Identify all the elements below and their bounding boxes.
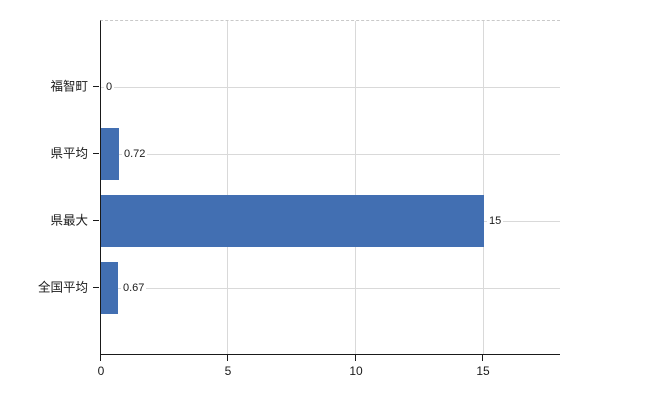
x-tick-label: 5 [224,364,232,378]
y-axis-tick [93,287,99,288]
bar-全国平均 [101,262,118,314]
x-tick-label: 15 [476,364,490,378]
y-axis-tick [93,153,99,154]
plot-area: 0 0.72 15 0.67 [100,20,560,355]
x-axis-tick [100,355,101,361]
vertical-gridline [355,21,357,354]
y-axis-tick [93,86,99,87]
x-axis-tick [482,355,483,361]
x-tick-label: 0 [97,364,105,378]
vertical-gridline [227,21,229,354]
value-label: 0.72 [122,147,148,161]
horizontal-gridline [101,87,560,88]
bar-県最大 [101,195,484,247]
value-label: 0 [104,80,115,94]
horizontal-gridline [101,288,560,289]
value-label: 0.67 [121,281,147,295]
y-axis-tick [93,220,99,221]
category-label-全国平均: 全国平均 [37,280,88,295]
bar-県平均 [101,128,119,180]
x-tick-label: 10 [349,364,363,378]
value-label: 15 [487,214,504,228]
category-label-県平均: 県平均 [50,146,88,161]
category-label-福智町: 福智町 [50,79,88,94]
x-axis-tick [355,355,356,361]
horizontal-gridline [101,154,560,155]
category-label-県最大: 県最大 [50,213,88,228]
vertical-gridline [482,21,484,354]
x-axis-tick [227,355,228,361]
